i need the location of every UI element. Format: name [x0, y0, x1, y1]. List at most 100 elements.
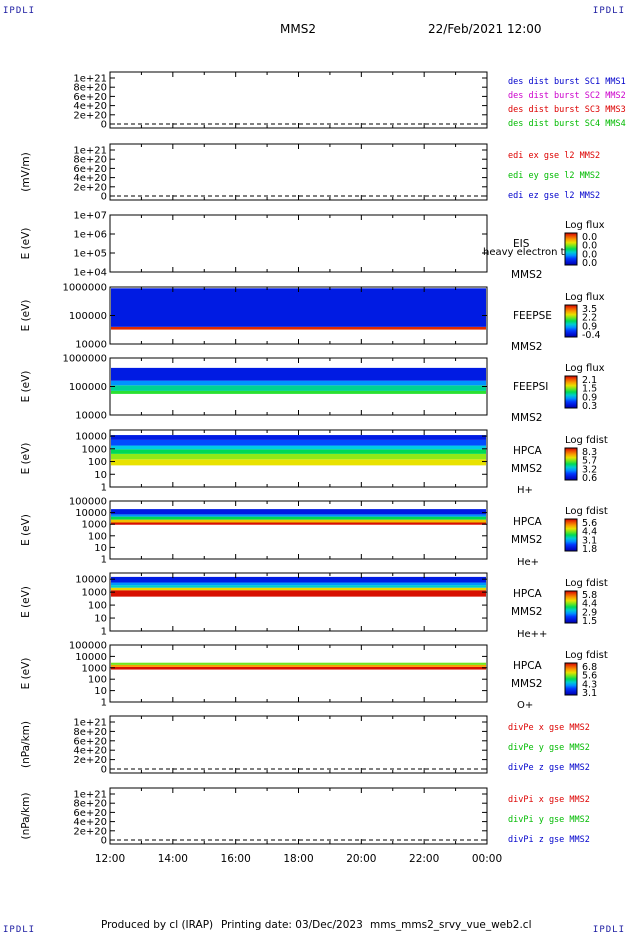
- panel-hpca-h-colorbar-tick: 3.2: [582, 464, 597, 475]
- panel-hpca-he-ytick-label: 100: [88, 531, 107, 542]
- footer-printing-date: Printing date: 03/Dec/2023: [221, 919, 363, 931]
- panel-divpe-ylabel: (nPa/km): [20, 721, 32, 768]
- panel-feeps-e-band-1: [111, 288, 486, 327]
- panel-eis-ylabel: E (eV): [20, 228, 32, 260]
- panel-divpi-legend-2: divPi z gse MMS2: [508, 835, 590, 845]
- time-axis-label: 00:00: [472, 853, 502, 865]
- spacecraft-title: MMS2: [280, 22, 316, 36]
- panel-hpca-he-ytick-label: 100000: [69, 497, 107, 508]
- panel-feeps-i-colorbar-tick: 0.9: [582, 392, 597, 403]
- panel-hpca-he-ytick-label: 1000: [82, 520, 107, 531]
- panel-hpca-he2-species-label: He++: [517, 629, 547, 640]
- panel-hpca-he-colorbar-tick: 3.1: [582, 535, 597, 546]
- panel-hpca-o-spacecraft-label: MMS2: [511, 678, 542, 690]
- panel-feeps-i-ytick-label: 10000: [75, 411, 107, 422]
- panel-divpi-ylabel: (nPa/km): [20, 793, 32, 840]
- panel-divpe-legend-2: divPe z gse MMS2: [508, 763, 590, 773]
- panel-hpca-he2-colorbar-tick: 1.5: [582, 616, 597, 627]
- panel-hpca-he-colorbar-tick: 4.4: [582, 527, 597, 538]
- panel-hpca-h-instrument-label: HPCA: [513, 445, 543, 457]
- panel-hpca-he-colorbar-tick: 1.8: [582, 544, 597, 555]
- panel-edi-e-ytick-label: 0: [101, 192, 107, 203]
- panel-eis-instrument-label: EIS: [513, 238, 530, 250]
- panel-feeps-i-colorbar-title: Log flux: [565, 363, 605, 374]
- panel-hpca-h-ylabel: E (eV): [20, 443, 32, 475]
- time-axis-label: 16:00: [221, 853, 251, 865]
- panel-hpca-h-colorbar: [564, 447, 578, 481]
- panel-feeps-i-ytick-label: 1000000: [62, 354, 107, 365]
- panel-hpca-he2-colorbar-tick: 5.8: [582, 590, 597, 601]
- panel-hpca-he2-ytick-label: 1000: [82, 588, 107, 599]
- panel-hpca-he2-colorbar: [564, 590, 578, 624]
- panel-hpca-o-colorbar: [564, 662, 578, 696]
- panel-divpi-frame: [109, 787, 488, 845]
- panel-hpca-he-colorbar-title: Log fdist: [565, 506, 608, 517]
- panel-divpe-legend-0: divPe x gse MMS2: [508, 723, 590, 733]
- panel-edi-e-ylabel: (mV/m): [20, 152, 32, 191]
- panel-hpca-o-colorbar-tick: 4.3: [582, 679, 597, 690]
- panel-hpca-h-spacecraft-label: MMS2: [511, 463, 542, 475]
- panel-hpca-o-ytick-label: 1000: [82, 663, 107, 674]
- panel-hpca-o-ytick-label: 100: [88, 675, 107, 686]
- panel-hpca-he2-band-1: [111, 587, 486, 591]
- panel-edi-e-legend-1: edi ey gse l2 MMS2: [508, 171, 600, 181]
- panel-feeps-i-colorbar: [564, 375, 578, 409]
- panel-hpca-h-band-2: [111, 449, 486, 454]
- panel-hpca-he-band-4: [111, 509, 486, 515]
- panel-divpi-legend-0: divPi x gse MMS2: [508, 795, 590, 805]
- panel-eis-frame: [109, 214, 488, 273]
- panel-feeps-i-colorbar-tick: 1.5: [582, 384, 597, 395]
- panel-divpi-legend-1: divPi y gse MMS2: [508, 815, 590, 825]
- panel-eis-colorbar: [564, 232, 578, 266]
- panel-des-dist-legend-2: des dist burst SC3 MMS3: [508, 105, 626, 115]
- corner-label-bottom-right: IPDLI: [592, 925, 625, 935]
- panel-feeps-e-colorbar-tick: 3.5: [582, 304, 597, 315]
- panel-divpe-ytick-label: 1e+21: [73, 718, 107, 729]
- panel-divpi-ytick-label: 2e+20: [73, 826, 107, 837]
- panel-feeps-i-band-0: [111, 390, 486, 394]
- panel-feeps-i-instrument-label: FEEPSI: [513, 381, 548, 393]
- panel-hpca-o-ytick-label: 10000: [75, 652, 107, 663]
- panel-hpca-he2-colorbar-tick: 2.9: [582, 607, 597, 618]
- panel-feeps-e-instrument-label: FEEPSE: [513, 310, 552, 322]
- panel-hpca-he2-colorbar-title: Log fdist: [565, 578, 608, 589]
- panel-hpca-h-ytick-label: 10000: [75, 432, 107, 443]
- panel-feeps-e-colorbar-tick: 0.9: [582, 321, 597, 332]
- corner-label-top-right: IPDLI: [592, 6, 625, 16]
- panel-hpca-he-ytick-label: 10: [94, 543, 107, 554]
- panel-hpca-o-ytick-label: 1: [101, 698, 107, 709]
- panel-hpca-he-species-label: He+: [517, 557, 539, 568]
- panel-hpca-he2-band-0: [111, 590, 486, 597]
- panel-hpca-he2-ytick-label: 100: [88, 601, 107, 612]
- panel-divpe-ytick-label: 4e+20: [73, 746, 107, 757]
- panel-hpca-o-frame: [109, 644, 488, 703]
- date-title: 22/Feb/2021 12:00: [428, 22, 542, 36]
- panel-hpca-he-band-2: [111, 516, 486, 520]
- panel-des-dist-ytick-label: 1e+21: [73, 74, 107, 85]
- time-axis-label: 18:00: [283, 853, 313, 865]
- panel-hpca-he-ytick-label: 10000: [75, 508, 107, 519]
- corner-label-top-left: IPDLI: [3, 6, 36, 16]
- panel-hpca-he-band-3: [111, 514, 486, 517]
- panel-hpca-he-ylabel: E (eV): [20, 514, 32, 546]
- panel-eis-colorbar-tick: 0.0: [582, 249, 597, 260]
- panel-feeps-e-ytick-label: 100000: [69, 311, 107, 322]
- panel-divpe-ytick-label: 0: [101, 765, 107, 776]
- time-axis-label: 20:00: [346, 853, 376, 865]
- panel-feeps-i-band-3: [111, 367, 486, 381]
- corner-label-bottom-left: IPDLI: [3, 925, 36, 935]
- panel-feeps-e-colorbar-title: Log flux: [565, 292, 605, 303]
- panel-hpca-he2-ytick-label: 1: [101, 627, 107, 638]
- panel-hpca-h-band-5: [111, 435, 486, 440]
- panel-hpca-o-colorbar-tick: 3.1: [582, 688, 597, 699]
- panel-hpca-o-colorbar-tick: 6.8: [582, 662, 597, 673]
- footer-produced-by: Produced by cl (IRAP): [101, 919, 214, 931]
- panel-feeps-e-colorbar-tick: 2.2: [582, 313, 597, 324]
- panel-hpca-h-colorbar-tick: 5.7: [582, 456, 597, 467]
- panel-divpi-ytick-label: 6e+20: [73, 808, 107, 819]
- panel-feeps-i-colorbar-tick: 0.3: [582, 401, 597, 412]
- panel-hpca-he-instrument-label: HPCA: [513, 516, 543, 528]
- panel-divpi-ytick-label: 4e+20: [73, 817, 107, 828]
- panel-feeps-i-band-1: [111, 385, 486, 391]
